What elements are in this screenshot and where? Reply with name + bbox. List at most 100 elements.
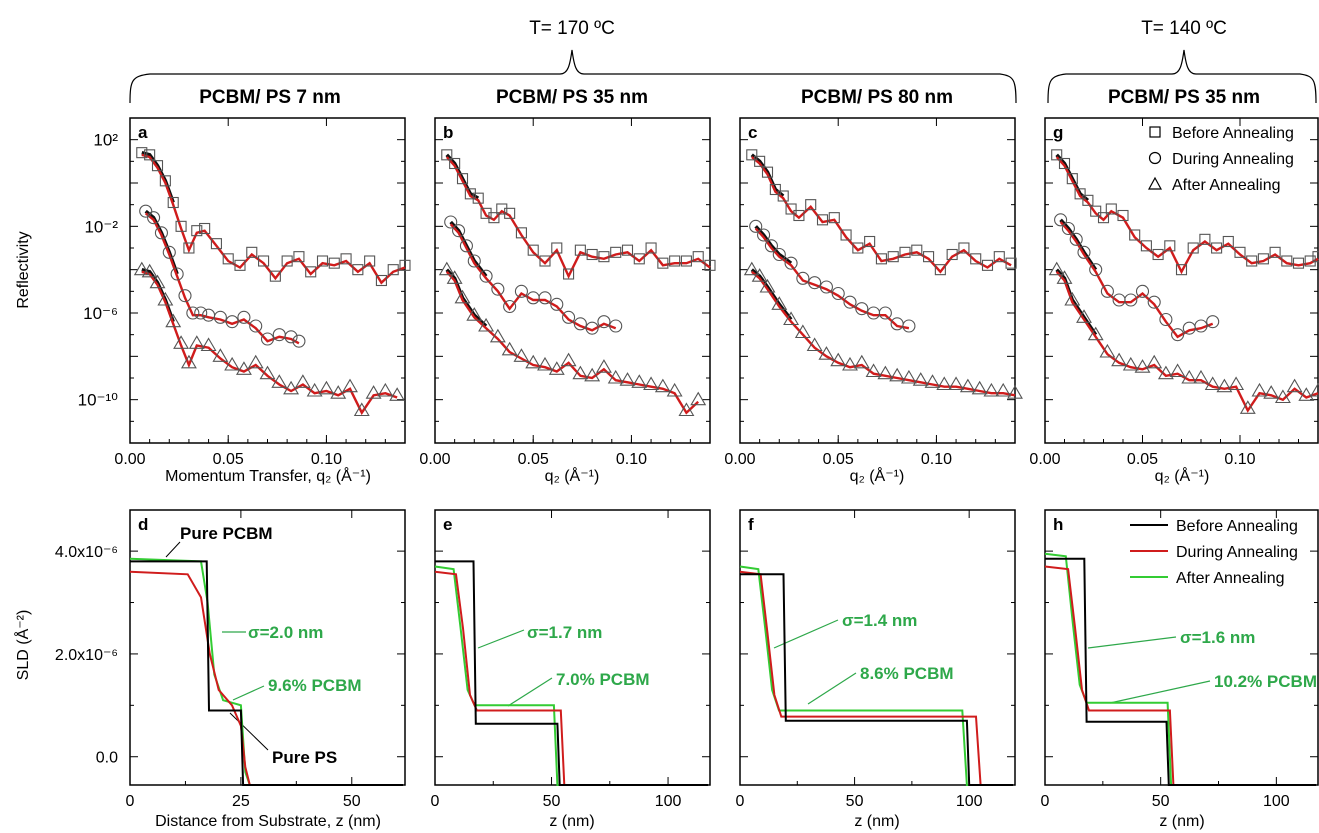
data-point-square xyxy=(657,257,669,269)
x-tick-label: 25 xyxy=(232,793,250,810)
sigma-h-arrow xyxy=(1087,636,1177,649)
data-point-square xyxy=(852,242,864,254)
pct-d-arrow xyxy=(232,685,265,701)
data-point-triangle xyxy=(1007,385,1023,399)
panel-letter-e: e xyxy=(443,515,452,534)
data-point-circle xyxy=(562,310,576,324)
data-point-square xyxy=(1281,255,1293,267)
data-point-square xyxy=(191,225,203,237)
x-tick-label: 0.10 xyxy=(1224,451,1255,468)
data-point-square xyxy=(1066,173,1078,185)
data-point-square xyxy=(151,160,164,172)
data-point-triangle xyxy=(643,376,660,391)
y-tick-label: 10² xyxy=(93,131,118,150)
x-tick-label: 0 xyxy=(736,793,745,810)
temp-140-label: T= 140 ºC xyxy=(1141,18,1227,39)
legend-square-marker xyxy=(1149,126,1161,138)
panel-f-frame xyxy=(739,509,1016,786)
data-point-square xyxy=(441,149,453,161)
data-point-square xyxy=(1117,209,1129,222)
data-point-circle xyxy=(796,271,810,285)
data-point-circle xyxy=(1159,312,1173,327)
data-point-triangle xyxy=(1064,291,1081,306)
data-point-circle xyxy=(1100,284,1114,298)
data-point-triangle xyxy=(1216,378,1233,393)
y-tick-label: 0.0 xyxy=(96,750,118,767)
data-point-square xyxy=(610,246,622,258)
sigma-d-label: σ=2.0 nm xyxy=(248,623,323,642)
data-point-square xyxy=(911,244,923,256)
data-point-triangle xyxy=(595,359,612,373)
data-point-circle xyxy=(170,267,184,281)
pct-e-arrow xyxy=(507,677,553,707)
data-point-square xyxy=(328,257,340,269)
data-point-square xyxy=(1005,257,1017,269)
data-point-triangle xyxy=(572,365,589,380)
chart-a: a 0.00 0.05 0.10 10² 10⁻² 10⁻⁶ 10⁻¹⁰ xyxy=(78,118,411,468)
x-tick-label: 0 xyxy=(431,793,440,810)
data-point-triangle xyxy=(133,261,150,276)
sample-80-label: PCBM/ PS 80 nm xyxy=(801,87,953,108)
data-point-square xyxy=(1175,264,1188,276)
panel-letter-h: h xyxy=(1053,515,1063,534)
panel-letter-f: f xyxy=(748,515,754,534)
data-point-triangle xyxy=(247,354,264,369)
data-point-triangle xyxy=(560,352,577,367)
data-point-circle xyxy=(444,215,458,229)
data-point-circle xyxy=(831,286,845,301)
data-point-square xyxy=(1211,242,1223,254)
legend-refl-before: Before Annealing xyxy=(1172,125,1294,142)
data-point-square xyxy=(527,244,539,256)
data-point-square xyxy=(899,246,911,258)
x-tick-label: 0 xyxy=(1041,793,1050,810)
data-point-square xyxy=(364,255,376,267)
legend-sld-during: During Annealing xyxy=(1176,544,1298,561)
data-point-circle xyxy=(213,310,227,324)
chart-e: e 0 50 100 xyxy=(431,510,710,810)
sigma-h-label: σ=1.6 nm xyxy=(1180,628,1255,647)
pure-ps-arrow xyxy=(229,712,269,751)
data-point-square xyxy=(1164,240,1176,252)
data-point-circle xyxy=(1054,213,1068,227)
x-tick-label: 0 xyxy=(126,793,135,810)
data-point-triangle xyxy=(806,337,823,352)
data-point-triangle xyxy=(1298,387,1315,401)
data-point-triangle xyxy=(149,274,166,289)
data-point-square xyxy=(515,227,527,239)
data-point-square xyxy=(136,147,148,159)
data-point-triangle xyxy=(1111,352,1128,367)
data-point-square xyxy=(258,255,270,267)
data-point-square xyxy=(464,188,476,200)
pure-pcbm-arrow xyxy=(165,541,181,558)
data-point-square xyxy=(175,220,187,232)
data-point-triangle xyxy=(1169,363,1186,378)
data-point-triangle xyxy=(157,291,174,306)
fit-line xyxy=(751,270,1016,397)
data-point-circle xyxy=(757,228,771,242)
data-point-triangle xyxy=(188,335,205,349)
x-tick-label: 50 xyxy=(543,793,561,810)
data-point-triangle xyxy=(513,348,530,362)
data-point-triangle xyxy=(1286,378,1303,393)
data-point-square xyxy=(316,255,329,267)
z-xlabel-d: Distance from Substrate, z (nm) xyxy=(155,813,381,830)
legend-sld-before: Before Annealing xyxy=(1176,518,1298,535)
data-point-square xyxy=(704,259,716,271)
data-point-square xyxy=(970,253,982,265)
brace-140 xyxy=(1047,49,1317,104)
data-point-square xyxy=(981,259,994,271)
data-point-triangle xyxy=(1263,385,1280,399)
x-tick-label: 50 xyxy=(1152,793,1170,810)
data-point-triangle xyxy=(1251,382,1268,397)
y-tick-label: 2.0x10⁻⁶ xyxy=(55,647,118,664)
data-point-triangle xyxy=(200,337,217,352)
data-point-square xyxy=(199,222,211,235)
data-point-circle xyxy=(585,321,599,335)
x-tick-label: 100 xyxy=(655,793,682,810)
data-point-triangle xyxy=(377,382,394,397)
data-point-triangle xyxy=(865,363,882,378)
sld-line-before xyxy=(740,573,1013,786)
legend-refl-during: During Annealing xyxy=(1172,151,1294,168)
data-point-circle xyxy=(1089,263,1103,277)
